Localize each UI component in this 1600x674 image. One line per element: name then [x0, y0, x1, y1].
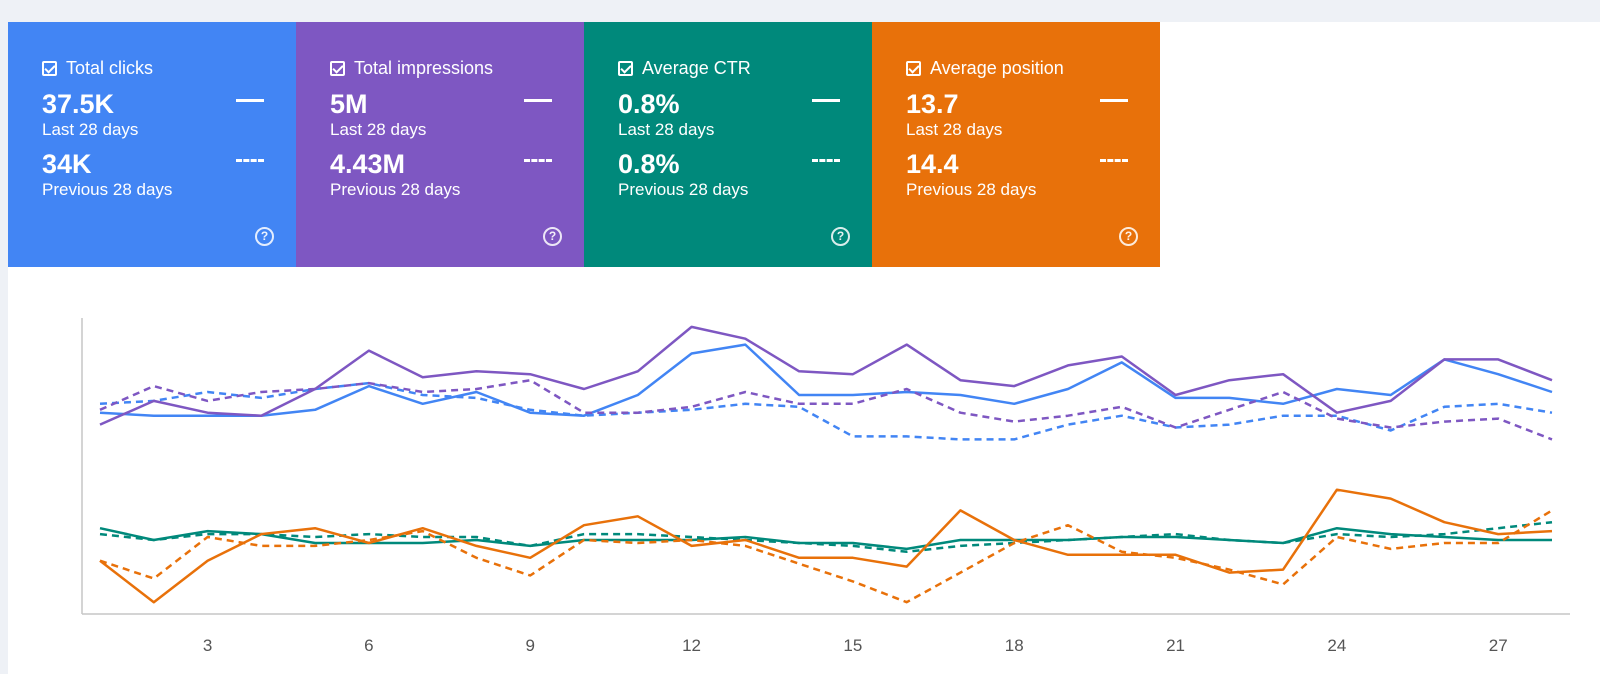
previous-period: Previous 28 days [906, 180, 1037, 199]
solid-line-legend-icon [812, 99, 840, 102]
solid-line-legend-icon [236, 99, 264, 102]
x-tick-label: 24 [1327, 636, 1346, 655]
dashed-line-legend-icon [524, 159, 552, 162]
card-label: Total impressions [354, 57, 494, 78]
help-icon[interactable]: ? [255, 227, 274, 246]
card-label: Average CTR [642, 57, 751, 78]
series-layer [99, 325, 1553, 604]
help-icon[interactable]: ? [1119, 227, 1138, 246]
x-tick-label: 3 [203, 636, 212, 655]
card-total-clicks[interactable]: Total clicks 37.5K Last 28 days 34K Prev… [8, 22, 296, 267]
previous-period: Previous 28 days [42, 180, 173, 199]
series-line-4-solid [99, 526, 1552, 551]
x-tick-label: 18 [1005, 636, 1024, 655]
card-average-position[interactable]: Average position 13.7 Last 28 days 14.4 … [872, 22, 1160, 267]
previous-period: Previous 28 days [618, 180, 749, 199]
current-value: 37.5K [42, 89, 115, 119]
current-period: Last 28 days [618, 120, 715, 139]
card-label: Total clicks [66, 57, 154, 78]
series-line-2-solid [99, 325, 1553, 426]
current-period: Last 28 days [42, 120, 139, 139]
series-line-0-solid [99, 343, 1553, 417]
checkbox-icon[interactable] [330, 60, 345, 76]
x-tick-label: 27 [1489, 636, 1508, 655]
previous-value: 0.8% [618, 149, 680, 179]
x-tick-labels: 3 6 9 12 15 18 21 24 27 [203, 636, 1508, 655]
x-tick-label: 12 [682, 636, 701, 655]
series-line-6-solid [99, 488, 1553, 604]
current-value: 5M [330, 89, 368, 119]
help-icon[interactable]: ? [831, 227, 850, 246]
current-value: 13.7 [906, 89, 959, 119]
x-tick-label: 6 [364, 636, 373, 655]
checkbox-icon[interactable] [906, 60, 921, 76]
current-period: Last 28 days [330, 120, 427, 139]
checkbox-icon[interactable] [42, 60, 57, 76]
dashed-line-legend-icon [812, 159, 840, 162]
checkbox-icon[interactable] [618, 60, 633, 76]
card-total-impressions[interactable]: Total impressions 5M Last 28 days 4.43M … [296, 22, 584, 267]
series-line-5-dashed [99, 520, 1553, 554]
previous-value: 4.43M [330, 149, 406, 179]
metric-cards: Total clicks 37.5K Last 28 days 34K Prev… [8, 22, 1160, 267]
x-tick-label: 15 [843, 636, 862, 655]
x-tick-label: 9 [525, 636, 534, 655]
current-value: 0.8% [618, 89, 680, 119]
previous-period: Previous 28 days [330, 180, 461, 199]
solid-line-legend-icon [524, 99, 552, 102]
x-tick-label: 21 [1166, 636, 1185, 655]
current-period: Last 28 days [906, 120, 1003, 139]
solid-line-legend-icon [1100, 99, 1128, 102]
series-line-3-dashed [99, 378, 1553, 441]
card-average-ctr[interactable]: Average CTR 0.8% Last 28 days 0.8% Previ… [584, 22, 872, 267]
series-line-7-dashed [99, 509, 1553, 604]
series-line-1-dashed [99, 381, 1553, 441]
previous-value: 14.4 [906, 149, 959, 179]
help-icon[interactable]: ? [543, 227, 562, 246]
dashed-line-legend-icon [1100, 159, 1128, 162]
card-label: Average position [930, 57, 1064, 78]
previous-value: 34K [42, 149, 92, 179]
dashed-line-legend-icon [236, 159, 264, 162]
